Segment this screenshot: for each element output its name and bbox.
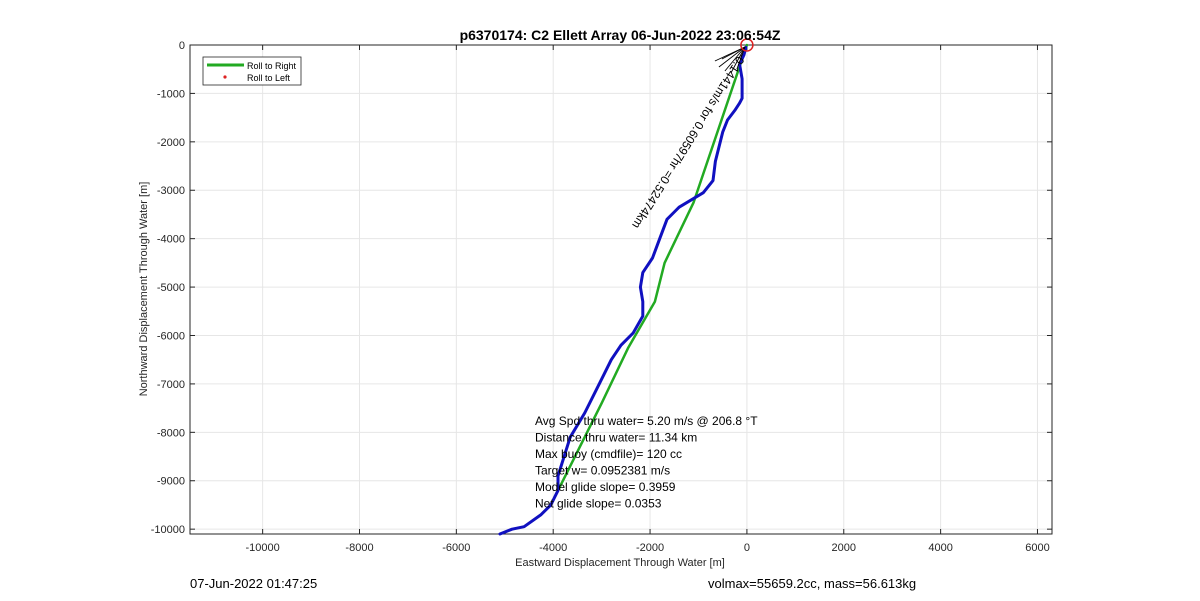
current-arrow (718, 46, 746, 68)
stats-annotation-line: Max buoy (cmdfile)= 120 cc (535, 447, 682, 461)
legend-label-roll-right: Roll to Right (247, 61, 297, 71)
current-arrows (714, 46, 746, 74)
track-point (540, 513, 543, 516)
axis-ticks: -10000 -8000 -6000 -4000 -2000 0 2000 4000 6000 0… (151, 40, 1052, 554)
track-point (714, 160, 717, 163)
track-point (738, 102, 741, 105)
y-axis-label: Northward Displacement Through Water [m] (138, 182, 150, 397)
track-point (712, 179, 714, 182)
track-point (726, 119, 729, 121)
y-tick-label: -9000 (157, 476, 185, 488)
y-tick-label: -10000 (151, 524, 185, 536)
x-tick-label: 2000 (832, 542, 856, 554)
current-arrow (724, 46, 746, 72)
track-point (641, 271, 644, 274)
legend-box (202, 56, 302, 86)
x-tick-label: -6000 (442, 542, 470, 554)
axes-box (189, 44, 1053, 535)
footer-stats: volmax=55659.2cc, mass=56.613kg (708, 576, 917, 591)
track-point (666, 218, 668, 221)
y-tick-label: -8000 (157, 427, 185, 439)
track-point (741, 77, 744, 80)
track-point (658, 237, 661, 240)
legend-swatch-roll-left (223, 75, 227, 79)
y-tick-label: -2000 (157, 137, 185, 149)
legend: Roll to Right Roll to Left (202, 56, 302, 86)
x-tick-label: -8000 (345, 542, 373, 554)
y-tick-label: -7000 (157, 379, 185, 391)
track-point (569, 436, 572, 439)
x-tick-label: 0 (744, 542, 750, 554)
track-point (741, 97, 744, 100)
series-layer (498, 43, 749, 536)
track-point (702, 191, 705, 194)
y-tick-label: 0 (179, 40, 185, 52)
track-point (639, 286, 642, 289)
stats-annotation-line: Net glide slope= 0.0353 (535, 497, 662, 511)
x-tick-label: -4000 (539, 542, 567, 554)
y-tick-label: -5000 (157, 282, 185, 294)
track-point (721, 131, 724, 134)
start-marker (740, 38, 754, 52)
stats-annotations: Avg Spd thru water= 5.20 m/s @ 206.8 °T D… (535, 414, 758, 511)
roll-right-point (746, 44, 748, 46)
y-tick-label: -1000 (157, 88, 185, 100)
track-point (523, 525, 526, 528)
track-point (632, 332, 635, 335)
track-point (557, 474, 559, 477)
y-tick-label: -3000 (157, 185, 185, 197)
chart-title: p6370174: C2 Ellett Array 06-Jun-2022 23… (460, 27, 781, 43)
y-tick-label: -4000 (157, 234, 185, 246)
track-point (673, 211, 676, 213)
track-point (603, 373, 606, 376)
track-point (641, 300, 644, 303)
track-point (743, 53, 745, 56)
x-tick-label: 4000 (928, 542, 952, 554)
stats-annotation-line: Target w= 0.0952381 m/s (535, 464, 670, 478)
roll-right-point (600, 402, 603, 405)
roll-right-point (692, 201, 695, 204)
track-point (651, 257, 654, 259)
stats-annotation-line: Distance thru water= 11.34 km (535, 431, 697, 445)
x-tick-label: -10000 (246, 542, 280, 554)
track-point (610, 358, 613, 361)
x-tick-label: -2000 (636, 542, 664, 554)
track-point (641, 315, 644, 318)
footer-timestamp: 07-Jun-2022 01:47:25 (190, 576, 318, 591)
x-tick-label: 6000 (1025, 542, 1049, 554)
current-arrow (730, 46, 746, 74)
track-point (595, 387, 598, 390)
track-point (511, 528, 513, 531)
track-point (744, 46, 747, 49)
current-arrow (721, 46, 746, 60)
track-point (583, 412, 586, 414)
roll-right-point (663, 262, 666, 264)
track-point (549, 504, 552, 506)
roll-right-point (654, 300, 656, 303)
stats-annotation-line: Avg Spd thru water= 5.20 m/s @ 206.8 °T (535, 414, 758, 428)
y-tick-label: -6000 (157, 330, 185, 342)
track-point (498, 533, 501, 535)
track-point (557, 489, 559, 492)
roll-right-point (627, 346, 630, 349)
track-point (733, 109, 736, 112)
track-point (620, 344, 622, 347)
legend-label-roll-left: Roll to Left (247, 73, 291, 83)
stats-annotation-line: Model glide slope= 0.3959 (535, 480, 676, 494)
x-axis-label: Eastward Displacement Through Water [m] (515, 557, 725, 569)
track-point (678, 206, 681, 209)
